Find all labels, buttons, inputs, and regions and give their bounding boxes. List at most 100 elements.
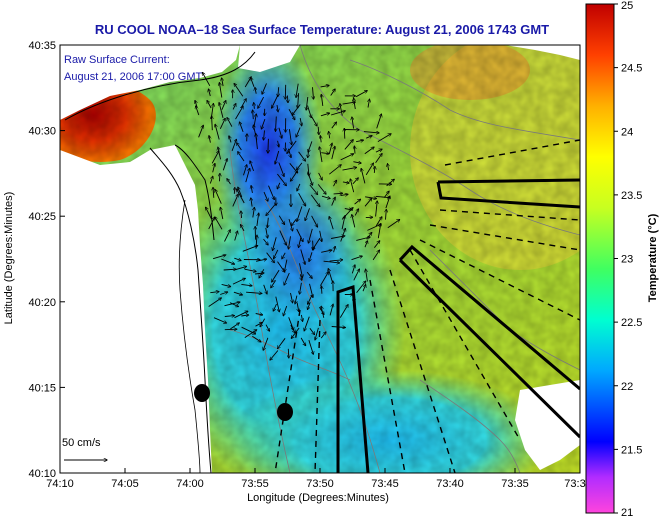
current-vector: [321, 195, 330, 198]
current-vector: [300, 282, 302, 294]
current-vector: [311, 116, 317, 126]
current-vector: [251, 198, 252, 207]
current-vector: [361, 169, 366, 184]
current-vector: [233, 291, 242, 295]
colorbar: 25 24.5 24 23.5 23 22.5 22 21.5 21 Temperature (…: [585, 0, 659, 518]
x-axis-label: Longitude (Degrees:Minutes): [247, 492, 389, 504]
current-vector: [202, 73, 211, 87]
radial-sampling-lines: [274, 139, 580, 473]
current-vector: [287, 95, 288, 103]
current-vector: [377, 223, 381, 239]
surface-current-vectors: [195, 73, 400, 361]
current-vector: [296, 127, 301, 137]
current-vector: [311, 215, 318, 227]
current-vector: [376, 114, 382, 129]
current-vector: [297, 302, 299, 312]
current-vector: [291, 170, 298, 182]
current-vector: [210, 292, 219, 293]
current-vector: [308, 228, 313, 243]
current-vector: [252, 335, 260, 342]
current-vector: [306, 96, 308, 110]
colorbar-tick-label: 22.5: [621, 317, 642, 329]
colorbar-tick-label: 23: [621, 254, 633, 266]
current-vector: [284, 272, 290, 285]
current-vector: [223, 269, 236, 270]
current-vector: [234, 84, 244, 97]
current-vector: [386, 179, 395, 187]
x-tick-label: 73:45: [371, 478, 399, 490]
current-vector: [354, 199, 361, 205]
current-vector: [329, 260, 343, 261]
current-vector: [221, 283, 231, 286]
current-vector: [241, 284, 252, 285]
current-vector: [295, 295, 297, 304]
colorbar-gradient: [585, 3, 615, 514]
current-vector: [318, 172, 323, 180]
current-vector: [301, 314, 302, 321]
current-vector: [341, 216, 345, 230]
current-vector: [375, 154, 382, 164]
current-vector: [287, 140, 297, 153]
current-vector: [256, 259, 266, 262]
current-vector: [270, 350, 279, 361]
current-vector: [278, 127, 282, 138]
current-vector: [253, 208, 255, 218]
current-vector: [329, 304, 333, 316]
current-vector: [363, 132, 379, 133]
current-vector: [354, 209, 358, 216]
current-vector: [331, 122, 337, 129]
current-vector: [234, 188, 235, 194]
current-vector: [215, 217, 223, 230]
current-vector: [340, 194, 348, 195]
current-vector: [198, 125, 204, 138]
colorbar-tick-label: 24: [621, 126, 633, 138]
current-vector: [300, 118, 302, 126]
current-vector: [274, 249, 279, 259]
y-tick-label: 40:15: [28, 382, 56, 394]
current-vector: [219, 83, 223, 98]
current-vector: [364, 241, 368, 248]
colorbar-tick-label: 25: [621, 0, 633, 12]
current-vector: [388, 164, 389, 171]
current-vector: [298, 151, 306, 161]
current-vector: [238, 152, 245, 162]
current-vector: [235, 106, 244, 120]
current-vector: [219, 103, 224, 119]
current-vector: [375, 149, 382, 153]
current-vector: [366, 136, 372, 139]
current-vector: [319, 147, 323, 163]
current-vector: [309, 252, 313, 261]
current-vector: [254, 103, 255, 109]
current-vector: [211, 151, 219, 164]
current-vector: [340, 104, 343, 116]
current-vector: [301, 274, 302, 280]
current-vector: [221, 101, 226, 110]
current-vector: [344, 140, 353, 150]
current-vector: [244, 330, 257, 338]
current-vector: [321, 95, 323, 106]
current-vector: [354, 98, 356, 110]
colorbar-title: Temperature (°C): [647, 213, 659, 302]
current-vector: [383, 191, 389, 198]
current-vector: [232, 278, 245, 285]
current-vector: [352, 178, 358, 185]
current-vector: [254, 273, 264, 274]
current-vector: [319, 230, 322, 242]
current-vector: [221, 258, 234, 264]
current-vector: [266, 227, 268, 238]
current-vector: [237, 143, 242, 151]
current-vector: [300, 249, 305, 265]
current-vector: [297, 183, 301, 191]
current-vector: [277, 173, 286, 186]
current-vector: [263, 284, 267, 294]
current-vector: [264, 130, 265, 140]
current-vector: [234, 257, 241, 260]
x-tick-label: 74:05: [111, 478, 139, 490]
current-vector: [321, 286, 322, 294]
current-vector: [354, 146, 355, 154]
current-vector: [354, 297, 355, 305]
marker-dot-offshore: [277, 403, 293, 421]
current-vector: [272, 94, 279, 109]
current-vector: [273, 303, 277, 311]
current-vector: [266, 252, 275, 263]
